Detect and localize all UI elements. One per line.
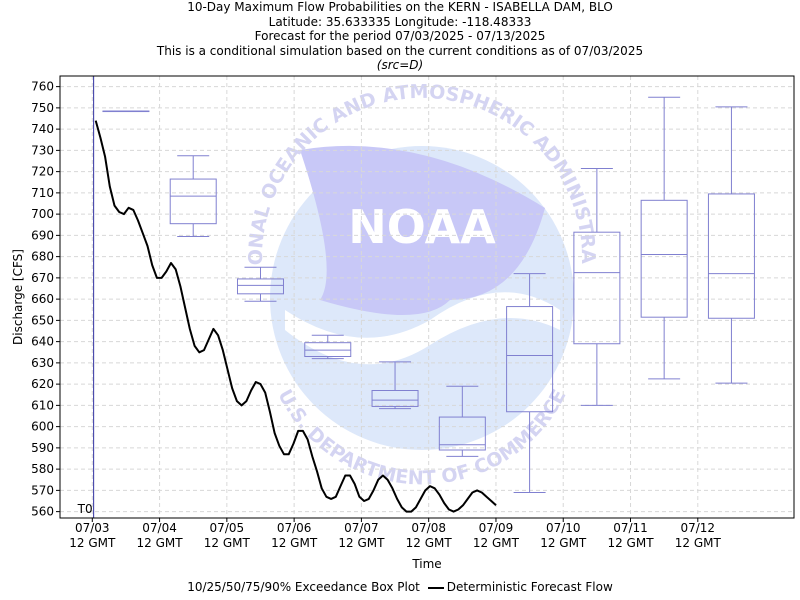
y-tick-label: 620 <box>31 377 54 391</box>
y-axis-ticks: 560 570 580 590 600 610 620 630 640 650 660 670 680 6… <box>31 80 60 519</box>
legend-line-swatch <box>427 586 444 589</box>
x-tick-label-time: 12 GMT <box>204 536 251 550</box>
x-tick-label-time: 12 GMT <box>137 536 184 550</box>
x-tick-label-time: 12 GMT <box>271 536 318 550</box>
box-iqr <box>236 278 284 295</box>
x-tick-label-date: 07/04 <box>142 521 177 535</box>
x-tick-label-time: 12 GMT <box>69 536 116 550</box>
y-tick-label: 590 <box>31 441 54 455</box>
noaa-logo-text: NOAA <box>348 200 496 254</box>
box-iqr <box>169 178 217 225</box>
box-iqr <box>304 342 352 357</box>
noaa-watermark: NOAA NATIONAL OCEANIC AND ATMOSPHERIC AD… <box>0 0 599 490</box>
y-tick-label: 730 <box>31 143 54 157</box>
x-tick-label-time: 12 GMT <box>540 536 587 550</box>
x-tick-label-date: 07/07 <box>344 521 379 535</box>
y-tick-label: 740 <box>31 122 54 136</box>
x-tick-label-date: 07/06 <box>277 521 312 535</box>
box-iqr <box>707 193 755 319</box>
chart-title-block: 10-Day Maximum Flow Probabilities on the… <box>0 0 800 73</box>
y-tick-label: 660 <box>31 292 54 306</box>
chart-subtitle-location: Latitude: 35.633335 Longitude: -118.4833… <box>268 14 532 29</box>
deterministic-series <box>94 120 497 513</box>
x-tick-label-time: 12 GMT <box>406 536 453 550</box>
y-tick-label: 680 <box>31 250 54 264</box>
x-tick-label-time: 12 GMT <box>607 536 654 550</box>
exceedance-box <box>371 361 419 410</box>
x-tick-label-date: 07/12 <box>680 521 715 535</box>
legend-box-label: 10/25/50/75/90% Exceedance Box Plot <box>187 580 420 594</box>
exceedance-box <box>573 167 621 406</box>
y-tick-label: 630 <box>31 356 54 370</box>
legend-line-label: Deterministic Forecast Flow <box>446 580 613 594</box>
chart-title: 10-Day Maximum Flow Probabilities on the… <box>187 0 613 14</box>
y-tick-label: 700 <box>31 207 54 221</box>
x-tick-label-date: 07/05 <box>210 521 245 535</box>
x-tick-label-date: 07/09 <box>479 521 514 535</box>
chart-subtitle-source: (src=D) <box>376 58 424 72</box>
box-iqr <box>573 231 621 345</box>
exceedance-box <box>236 266 284 302</box>
exceedance-box <box>169 155 217 237</box>
t0-label: T0 <box>77 502 93 516</box>
y-tick-label: 580 <box>31 462 54 476</box>
x-axis-title: Time <box>411 557 441 571</box>
exceedance-box <box>707 106 755 384</box>
x-tick-label-time: 12 GMT <box>675 536 722 550</box>
deterministic-forecast-line <box>94 120 497 513</box>
chart-subtitle-period: Forecast for the period 07/03/2025 - 07/… <box>254 29 546 43</box>
noaa-logo-wave <box>285 292 560 365</box>
y-tick-label: 640 <box>31 335 54 349</box>
x-tick-label-time: 12 GMT <box>473 536 520 550</box>
y-tick-label: 690 <box>31 228 54 242</box>
y-axis-title: Discharge [CFS] <box>11 249 25 345</box>
exceedance-box <box>304 334 352 360</box>
y-tick-label: 670 <box>31 271 54 285</box>
box-iqr <box>506 306 554 413</box>
x-tick-label-date: 07/11 <box>613 521 648 535</box>
t0-marker: T0 <box>77 76 95 518</box>
y-tick-label: 600 <box>31 420 54 434</box>
box-iqr <box>438 416 486 451</box>
y-tick-label: 570 <box>31 483 54 497</box>
box-iqr <box>371 390 419 407</box>
exceedance-boxes <box>102 96 755 493</box>
x-tick-label-date: 07/03 <box>75 521 110 535</box>
y-tick-label: 610 <box>31 398 54 412</box>
x-tick-label-time: 12 GMT <box>338 536 385 550</box>
exceedance-box <box>438 385 486 457</box>
y-tick-label: 560 <box>31 505 54 519</box>
x-tick-label-date: 07/08 <box>411 521 446 535</box>
y-tick-label: 720 <box>31 165 54 179</box>
exceedance-box <box>102 110 150 113</box>
y-tick-label: 650 <box>31 313 54 327</box>
x-tick-label-date: 07/10 <box>546 521 581 535</box>
plot-area-frame <box>59 75 795 519</box>
y-tick-label: 710 <box>31 186 54 200</box>
legend: 10/25/50/75/90% Exceedance Box Plot Dete… <box>0 580 800 594</box>
exceedance-box <box>640 96 688 380</box>
box-iqr <box>640 199 688 318</box>
chart-subtitle-conditions: This is a conditional simulation based o… <box>156 43 644 58</box>
y-tick-label: 760 <box>31 80 54 94</box>
exceedance-box <box>506 273 554 493</box>
y-tick-label: 750 <box>31 101 54 115</box>
